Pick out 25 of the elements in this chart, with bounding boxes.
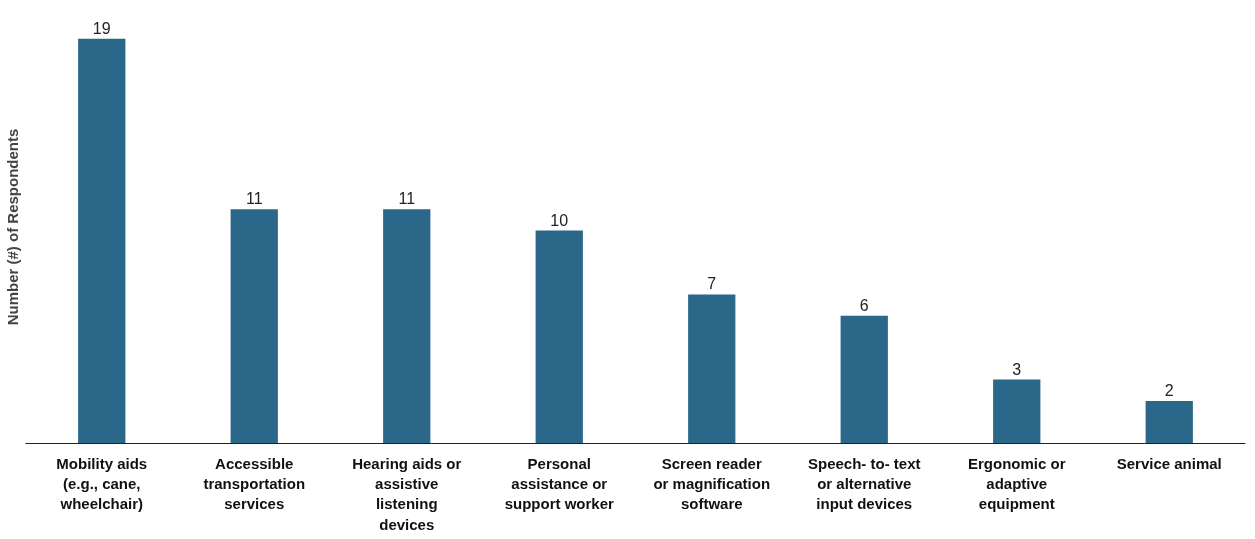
data-label: 3 — [1012, 360, 1022, 378]
bar — [688, 294, 736, 444]
bar — [230, 209, 278, 444]
x-tick-label: Ergonomic or adaptive equipment — [968, 454, 1066, 513]
x-tick-label: Hearing aids or assistive listening devices — [352, 454, 462, 533]
data-label: 11 — [398, 190, 416, 208]
x-tick-label: Service animal — [1116, 454, 1222, 472]
data-label: 10 — [550, 211, 569, 229]
x-tick-label: Accessible transportation services — [203, 454, 306, 513]
data-label: 7 — [707, 275, 717, 293]
bar — [840, 315, 888, 444]
bar — [1145, 400, 1193, 444]
y-axis-title: Number (#) of Respondents — [3, 128, 21, 326]
x-tick-label: Mobility aids (e.g., cane, wheelchair) — [56, 454, 148, 513]
x-tick-label: Screen reader or magnification software — [653, 454, 771, 513]
bar — [383, 209, 431, 444]
data-label: 6 — [859, 296, 869, 314]
bar — [535, 230, 583, 444]
x-tick-label: Personal assistance or support worker — [504, 454, 614, 513]
x-tick-label: Speech- to- text or alternative input devices — [807, 454, 921, 513]
data-label: 2 — [1164, 381, 1174, 399]
bar — [78, 38, 126, 444]
bar — [993, 379, 1041, 444]
data-label: 19 — [92, 19, 111, 37]
data-label: 11 — [245, 190, 263, 208]
